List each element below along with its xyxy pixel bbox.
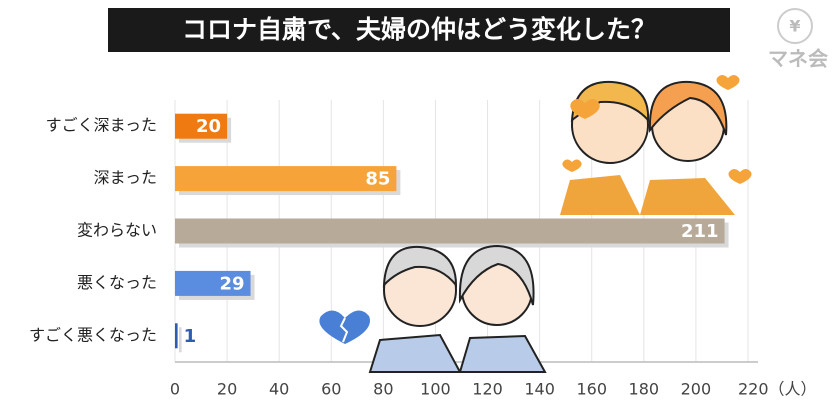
- shirt: [458, 334, 547, 373]
- x-tick-label: 0: [170, 380, 180, 399]
- x-tick-label: 80: [373, 380, 393, 399]
- x-tick-label: 200: [681, 380, 712, 399]
- x-tick-label: 40: [269, 380, 289, 399]
- x-tick-label: 100: [420, 380, 451, 399]
- hair: [458, 244, 535, 306]
- illustration-sad: [319, 244, 547, 373]
- hair: [382, 245, 458, 288]
- heart: [562, 159, 582, 172]
- value-label: 29: [219, 273, 244, 294]
- bar: [175, 166, 397, 192]
- crack: [339, 317, 349, 343]
- bar: [175, 218, 725, 244]
- broken-heart: [319, 310, 370, 344]
- chart-title: コロナ自粛で、夫婦の仲はどう変化した？: [182, 15, 656, 44]
- shirt: [640, 178, 735, 215]
- title-box: [108, 8, 730, 52]
- bar: [175, 113, 228, 139]
- illustration-happy: [560, 75, 752, 215]
- value-label: 211: [681, 221, 719, 242]
- x-tick-label: 60: [321, 380, 341, 399]
- x-tick-label: 140: [524, 380, 555, 399]
- y-tick-label: すごく深まった: [46, 116, 157, 135]
- bar: [175, 323, 178, 349]
- logo-coin: [777, 8, 813, 44]
- heart: [716, 75, 740, 90]
- heart: [728, 169, 752, 184]
- logo-symbol: ¥: [789, 17, 800, 36]
- x-tick-label: 20: [217, 380, 237, 399]
- shirt: [368, 333, 462, 373]
- plot: 0 20 40 60 80 100 120 140 160 180 200 220（人）すごく深まった…: [29, 100, 817, 399]
- value-label: 20: [196, 116, 221, 137]
- value-label: 1: [184, 326, 197, 347]
- x-tick-label: 180: [629, 380, 660, 399]
- y-tick-label: 深まった: [94, 168, 157, 187]
- hair: [648, 80, 728, 136]
- y-tick-label: 変わらない: [77, 221, 157, 240]
- logo: ¥ マネ会: [768, 8, 828, 71]
- bar-shadow: [179, 327, 182, 353]
- shirt: [560, 175, 640, 215]
- x-tick-label: 120: [472, 380, 503, 399]
- y-tick-label: 悪くなった: [77, 273, 157, 292]
- value-label: 85: [365, 169, 390, 190]
- heart: [570, 99, 600, 119]
- x-tick-label: 220（人）: [738, 380, 817, 399]
- logo-name: マネ会: [768, 47, 828, 71]
- bar: [175, 270, 251, 296]
- x-tick-label: 160: [576, 380, 607, 399]
- y-tick-label: すごく悪くなった: [29, 325, 157, 344]
